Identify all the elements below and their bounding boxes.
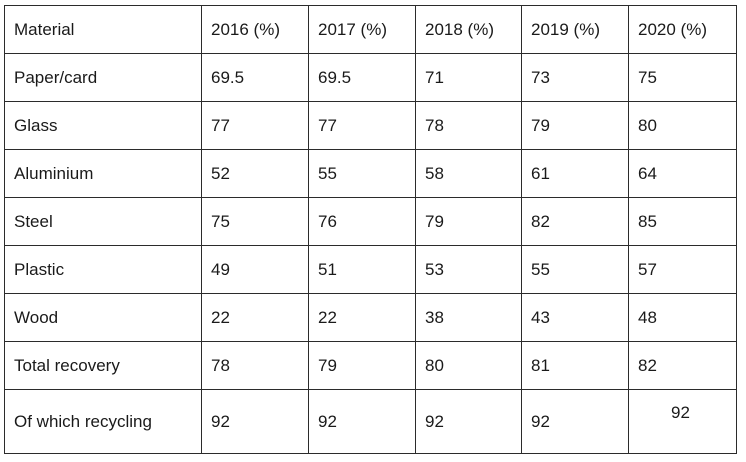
value-cell: 53 (415, 245, 522, 294)
value-cell: 61 (521, 149, 629, 198)
value-cell: 73 (521, 53, 629, 102)
material-cell: Wood (4, 293, 202, 342)
value-cell: 55 (521, 245, 629, 294)
value-cell: 79 (415, 197, 522, 246)
value-cell: 92 (308, 389, 416, 454)
table-row-total-recovery: Total recovery 78 79 80 81 82 (4, 341, 737, 390)
material-cell: Glass (4, 101, 202, 150)
value-cell: 22 (201, 293, 309, 342)
value-cell: 43 (521, 293, 629, 342)
recovery-table-container: Material 2016 (%) 2017 (%) 2018 (%) 2019… (4, 5, 737, 454)
table-row-glass: Glass 77 77 78 79 80 (4, 101, 737, 150)
value-cell: 38 (415, 293, 522, 342)
table-row-aluminium: Aluminium 52 55 58 61 64 (4, 149, 737, 198)
value-cell: 79 (521, 101, 629, 150)
value-cell: 85 (628, 197, 737, 246)
table-row-paper-card: Paper/card 69.5 69.5 71 73 75 (4, 53, 737, 102)
value-cell: 71 (415, 53, 522, 102)
table-row-plastic: Plastic 49 51 53 55 57 (4, 245, 737, 294)
value-cell: 92 (521, 389, 629, 454)
material-cell: Aluminium (4, 149, 202, 198)
value-cell: 77 (308, 101, 416, 150)
value-cell: 80 (628, 101, 737, 150)
value-cell: 80 (415, 341, 522, 390)
header-cell-material: Material (4, 5, 202, 54)
value-cell: 78 (201, 341, 309, 390)
material-cell: Paper/card (4, 53, 202, 102)
value-cell: 51 (308, 245, 416, 294)
header-cell-2019: 2019 (%) (521, 5, 629, 54)
value-cell: 55 (308, 149, 416, 198)
table-row-wood: Wood 22 22 38 43 48 (4, 293, 737, 342)
material-cell: Plastic (4, 245, 202, 294)
value-cell: 92 (415, 389, 522, 454)
table-row-of-which-recycling: Of which recycling 92 92 92 92 92 (4, 389, 737, 454)
value-cell: 77 (201, 101, 309, 150)
header-cell-2017: 2017 (%) (308, 5, 416, 54)
value-cell: 92 (628, 389, 737, 454)
value-cell: 92 (201, 389, 309, 454)
value-cell: 58 (415, 149, 522, 198)
value-cell: 82 (628, 341, 737, 390)
value-cell: 22 (308, 293, 416, 342)
material-cell: Total recovery (4, 341, 202, 390)
header-cell-2018: 2018 (%) (415, 5, 522, 54)
material-cell: Of which recycling (4, 389, 202, 454)
value-cell: 76 (308, 197, 416, 246)
value-cell: 81 (521, 341, 629, 390)
value-cell: 48 (628, 293, 737, 342)
header-cell-2020: 2020 (%) (628, 5, 737, 54)
value-cell: 49 (201, 245, 309, 294)
value-cell: 69.5 (308, 53, 416, 102)
value-cell: 82 (521, 197, 629, 246)
value-cell: 57 (628, 245, 737, 294)
value-cell: 79 (308, 341, 416, 390)
table-header-row: Material 2016 (%) 2017 (%) 2018 (%) 2019… (4, 5, 737, 54)
header-cell-2016: 2016 (%) (201, 5, 309, 54)
value-cell: 75 (628, 53, 737, 102)
value-cell: 78 (415, 101, 522, 150)
value-cell: 75 (201, 197, 309, 246)
value-cell: 69.5 (201, 53, 309, 102)
material-cell: Steel (4, 197, 202, 246)
table-row-steel: Steel 75 76 79 82 85 (4, 197, 737, 246)
value-cell: 64 (628, 149, 737, 198)
recovery-rates-table: Material 2016 (%) 2017 (%) 2018 (%) 2019… (4, 5, 737, 454)
value-cell: 52 (201, 149, 309, 198)
